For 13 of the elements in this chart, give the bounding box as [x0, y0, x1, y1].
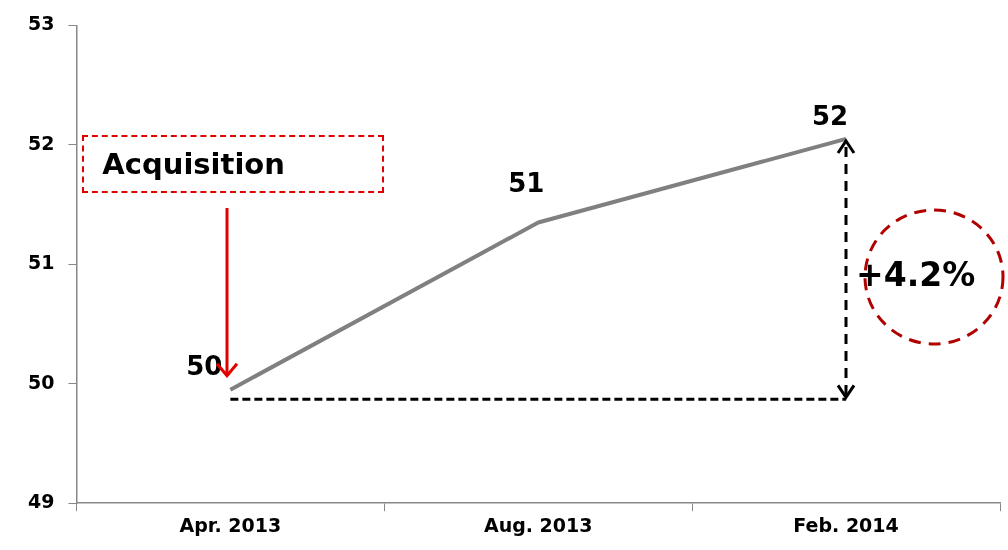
x-tick-label: Apr. 2013	[179, 513, 282, 536]
data-label: 50	[186, 351, 223, 382]
y-tick-label: 51	[27, 251, 55, 274]
y-tick-label: 53	[27, 12, 55, 35]
x-tick-label: Feb. 2014	[793, 513, 899, 536]
dashed-box: Acquisition	[82, 135, 385, 193]
data-label: 51	[508, 168, 545, 199]
data-label: 52	[811, 100, 849, 131]
y-tick-label: 52	[27, 131, 55, 154]
y-tick-label: 49	[27, 490, 55, 513]
annotation: +4.2%	[856, 255, 976, 295]
x-tick-label: Aug. 2013	[483, 513, 593, 536]
y-tick-label: 50	[27, 370, 55, 393]
